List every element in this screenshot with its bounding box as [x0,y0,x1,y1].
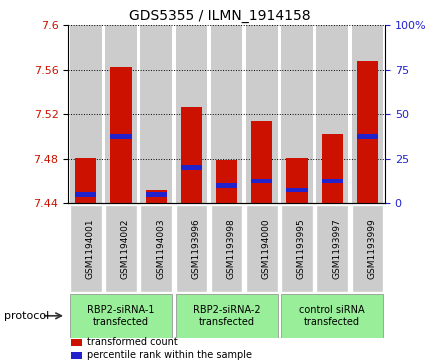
Bar [281,294,383,338]
Bar [140,25,172,203]
Bar [316,205,348,292]
Bar [357,134,378,139]
Bar [352,25,383,203]
Bar [181,166,202,170]
Text: GSM1193995: GSM1193995 [297,218,306,279]
Bar [71,339,82,346]
Bar [286,188,308,192]
Bar [357,61,378,203]
Text: GSM1193997: GSM1193997 [332,218,341,279]
Bar [322,134,343,203]
Bar [110,66,132,203]
Bar [176,25,207,203]
Text: GDS5355 / ILMN_1914158: GDS5355 / ILMN_1914158 [129,9,311,23]
Text: GSM1194000: GSM1194000 [262,218,271,279]
Bar [70,205,102,292]
Text: GSM1193998: GSM1193998 [227,218,235,279]
Bar [181,107,202,203]
Bar [70,25,102,203]
Bar [352,205,383,292]
Text: GSM1194001: GSM1194001 [86,218,95,279]
Bar [105,25,137,203]
Bar [251,179,272,183]
Text: RBP2-siRNA-2
transfected: RBP2-siRNA-2 transfected [193,305,260,327]
Bar [322,179,343,183]
Bar [211,25,242,203]
Bar [140,205,172,292]
Text: protocol: protocol [4,311,50,321]
Bar [246,25,278,203]
Bar [71,352,82,359]
Bar [246,205,278,292]
Text: GSM1194003: GSM1194003 [156,218,165,279]
Bar [316,25,348,203]
Text: percentile rank within the sample: percentile rank within the sample [87,350,252,360]
Bar [146,192,167,197]
Bar [216,160,237,203]
Text: control siRNA
transfected: control siRNA transfected [299,305,365,327]
Text: transformed count: transformed count [87,338,178,347]
Bar [146,190,167,203]
Text: RBP2-siRNA-1
transfected: RBP2-siRNA-1 transfected [87,305,155,327]
Bar [75,158,96,203]
Bar [105,205,137,292]
Text: GSM1194002: GSM1194002 [121,219,130,279]
Bar [176,205,207,292]
Bar [281,25,313,203]
Bar [211,205,242,292]
Bar [110,134,132,139]
Bar [251,121,272,203]
Bar [70,294,172,338]
Bar [281,205,313,292]
Bar [216,183,237,188]
Text: GSM1193999: GSM1193999 [367,218,376,279]
Bar [75,192,96,197]
Bar [286,158,308,203]
Text: GSM1193996: GSM1193996 [191,218,200,279]
Bar [176,294,278,338]
